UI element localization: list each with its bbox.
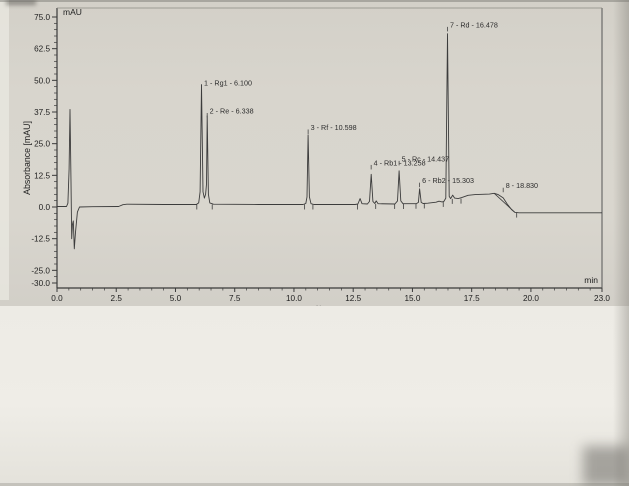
- photo-edge-top: [0, 0, 629, 2]
- x-tick-label: 20.0: [523, 294, 539, 303]
- photo-edge-bottom: [0, 483, 629, 486]
- x-tick-label: 10.0: [286, 294, 302, 303]
- x-unit-inner-label: min: [584, 275, 598, 285]
- y-tick-label: 75.0: [34, 13, 50, 22]
- y-unit-inner-label: mAU: [63, 7, 82, 17]
- y-tick-label: 0.0: [39, 203, 51, 212]
- photo-edge-left: [0, 0, 9, 300]
- peak-label: 8 - 18.830: [506, 181, 538, 190]
- peak-label: 4 - Rb1 - 13.258: [374, 158, 426, 167]
- chromatogram-trace: [57, 33, 602, 250]
- integration-baseline: [493, 193, 516, 213]
- y-tick-label: 50.0: [34, 76, 50, 85]
- peak-label: 5 - Rc - 14.437: [402, 154, 450, 163]
- x-tick-label: 17.5: [464, 294, 480, 303]
- y-tick-label: 12.5: [34, 171, 50, 180]
- x-tick-label: 23.0: [594, 294, 610, 303]
- peak-label: 6 - Rb2 - 15.303: [422, 176, 474, 185]
- peak-label: 3 - Rf - 10.598: [311, 123, 357, 132]
- chromatogram-svg: 75.0 62.5 50.0 37.5 25.0 12.5 0.0 -12.5 -25.0 -30…: [22, 7, 610, 315]
- y-tick-label: -30.0: [31, 279, 50, 288]
- peak-label: 7 - Rd - 16.478: [450, 20, 498, 29]
- peak-label: 2 - Re - 6.338: [210, 107, 254, 116]
- y-tick-label: 25.0: [34, 140, 50, 149]
- y-tick-label: 37.5: [34, 108, 50, 117]
- x-tick-label: 12.5: [345, 294, 361, 303]
- photo-corner-top-left: [6, 0, 36, 5]
- x-tick-label: 2.5: [111, 294, 123, 303]
- integration-results-area: 积分结果 序号峰名称保留时间min峰面积mAU*min峰高mAU相对峰面积%相对…: [0, 306, 629, 486]
- photo-edge-right: [613, 0, 629, 486]
- y-tick-label: -25.0: [31, 266, 50, 275]
- y-axis-title: Absorbance [mAU]: [22, 121, 32, 195]
- photo-corner-bottom-right: [583, 446, 629, 486]
- x-tick-label: 15.0: [404, 294, 420, 303]
- x-tick-label: 7.5: [229, 294, 241, 303]
- chromatogram-chart: 75.0 62.5 50.0 37.5 25.0 12.5 0.0 -12.5 -25.0 -30…: [0, 0, 629, 315]
- x-tick-label: 0.0: [51, 294, 63, 303]
- y-tick-label: 62.5: [34, 45, 50, 54]
- x-tick-label: 5.0: [170, 294, 182, 303]
- y-tick-label: -12.5: [31, 235, 50, 244]
- peak-label: 1 - Rg1 - 6.100: [204, 79, 252, 88]
